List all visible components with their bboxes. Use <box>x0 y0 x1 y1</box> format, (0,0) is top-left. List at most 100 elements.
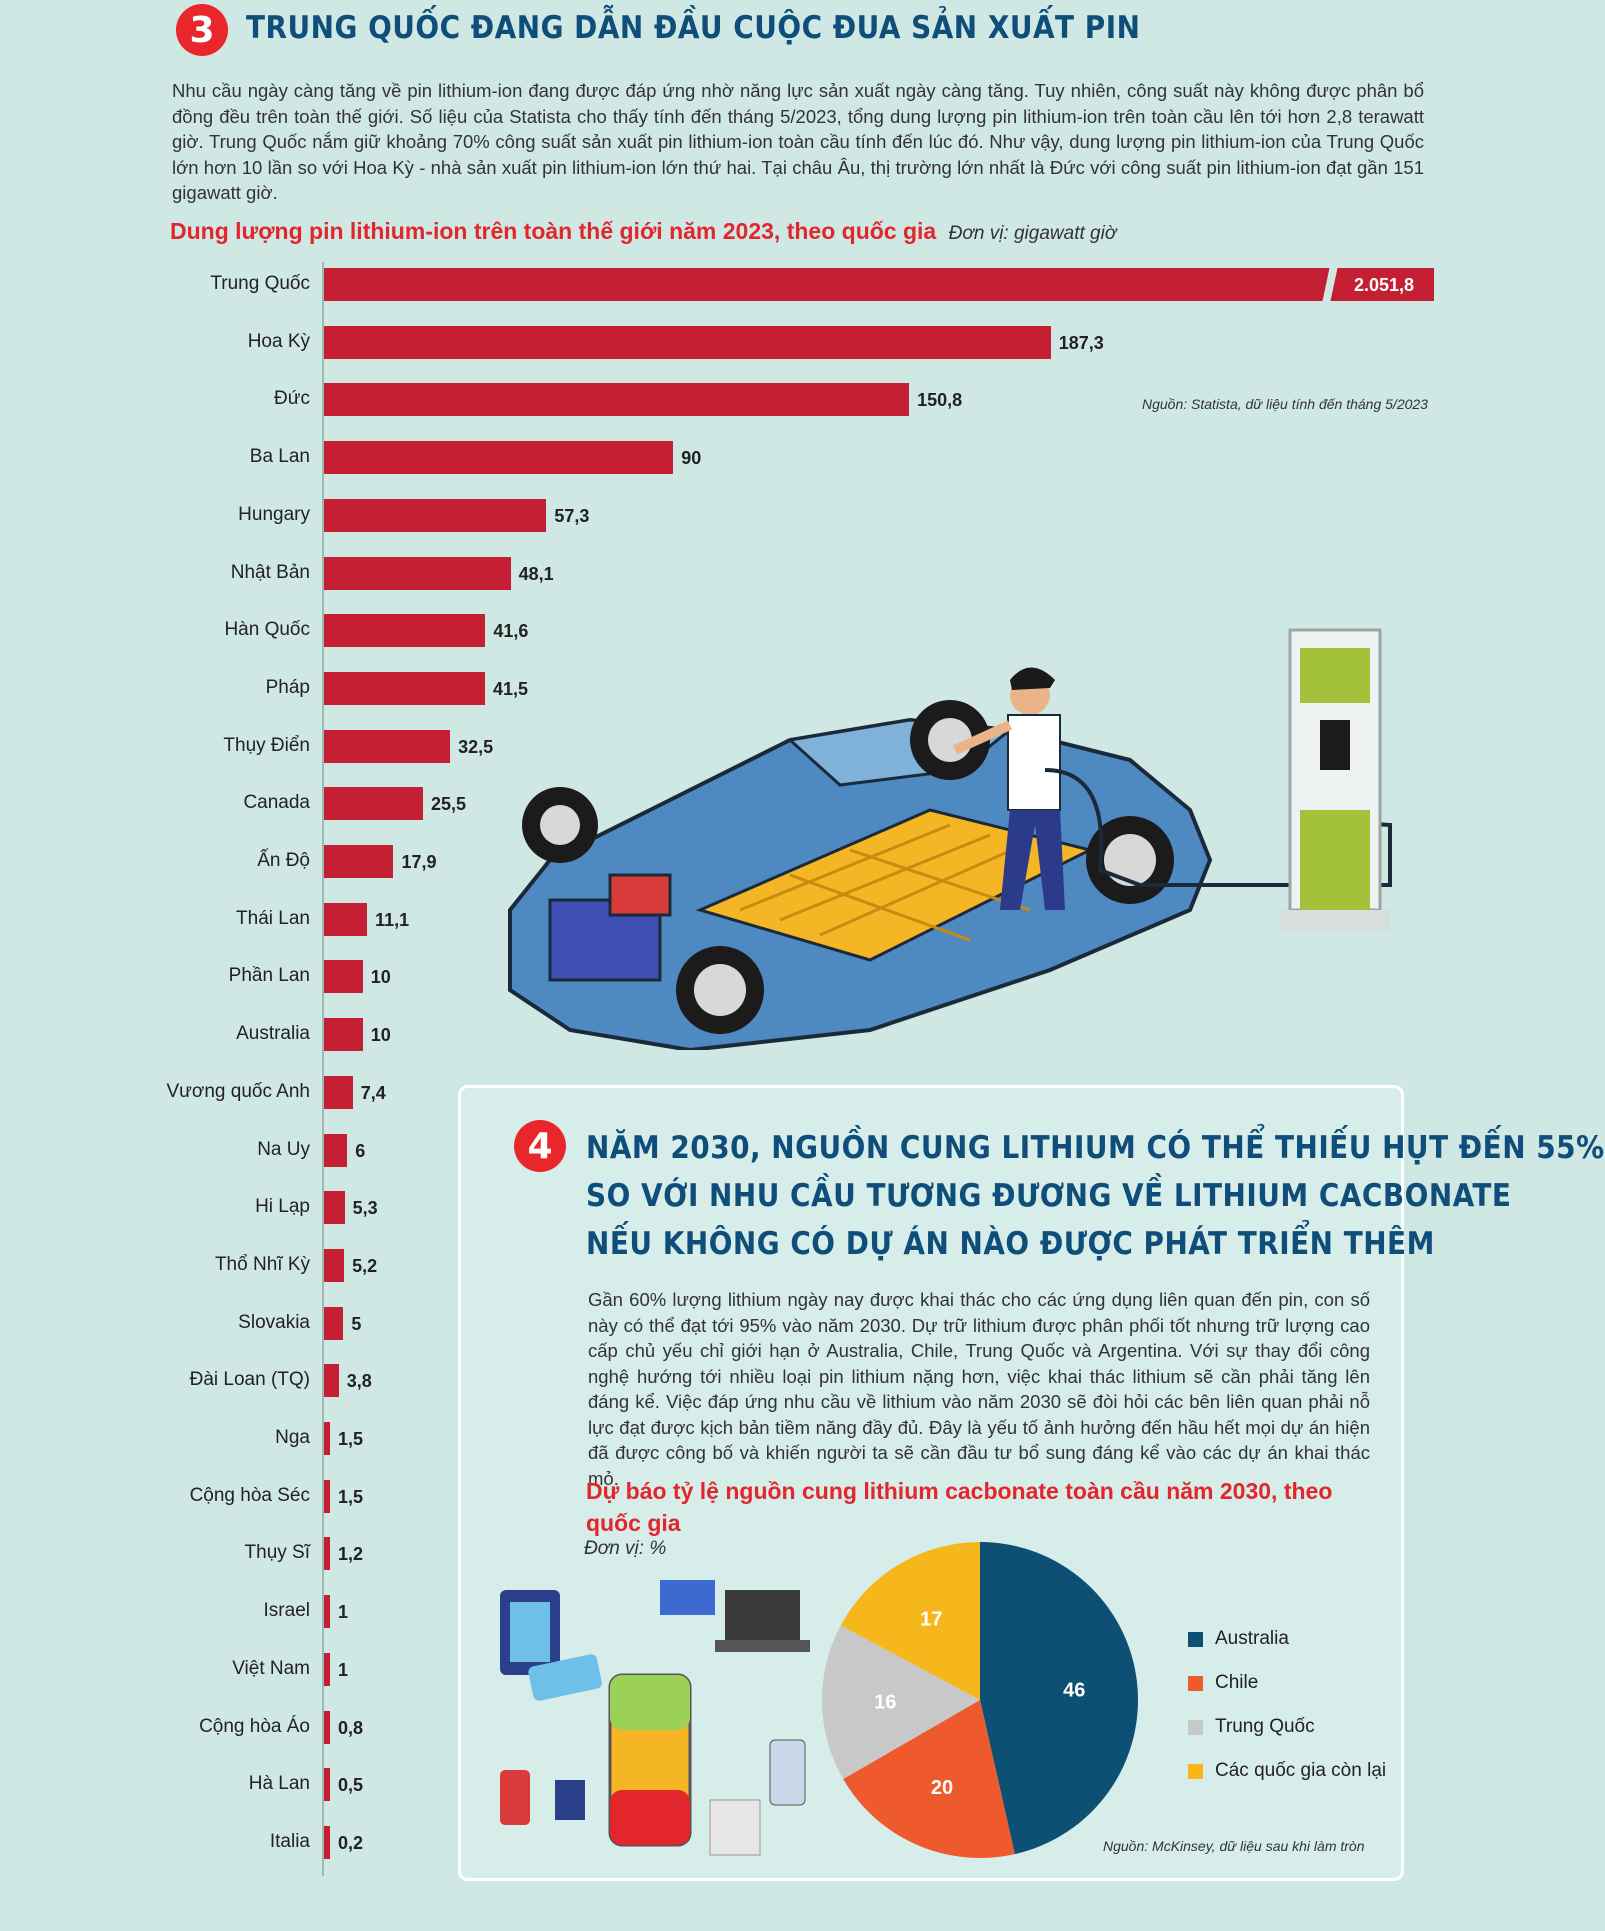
bar-value-label: 0,2 <box>338 1832 364 1853</box>
bar-category-label: Hàn Quốc <box>224 619 310 641</box>
bar <box>324 1537 330 1571</box>
bar-category-label: Đức <box>274 388 310 410</box>
legend-swatch <box>1188 1631 1203 1647</box>
bar-chart-source: Nguồn: Statista, dữ liệu tính đến tháng … <box>1142 396 1428 412</box>
bar <box>324 1768 330 1802</box>
bar-category-label: Canada <box>243 792 310 814</box>
bar-category-label: Nhật Bản <box>230 561 310 583</box>
charging-station-icon <box>1280 628 1390 930</box>
legend-label: Các quốc gia còn lại <box>1215 1760 1387 1781</box>
bar-category-label: Na Uy <box>257 1138 310 1160</box>
bar <box>324 1595 330 1629</box>
bar-category-label: Ấn Độ <box>257 850 310 871</box>
wheel-front-left <box>676 946 764 1034</box>
bar-value-label: 90 <box>681 448 702 469</box>
bar-category-label: Vương quốc Anh <box>166 1080 310 1102</box>
bar-value-label: 5,2 <box>352 1255 378 1276</box>
pie-slice <box>840 1542 980 1700</box>
pie-slice <box>822 1625 980 1779</box>
bar <box>324 902 368 936</box>
pie-chart: 46 20 16 17 <box>822 1542 1138 1858</box>
bar-category-label: Nga <box>275 1427 310 1448</box>
bar-value-label: 187,3 <box>1058 332 1104 353</box>
bar <box>324 1364 339 1398</box>
section-3-title: TRUNG QUỐC ĐANG DẪN ĐẦU CUỘC ĐUA SẢN XUẤ… <box>246 10 1141 46</box>
legend-item: Trung Quốc <box>1188 1716 1386 1738</box>
bar-value-label: 10 <box>370 1025 391 1046</box>
bar <box>324 787 423 821</box>
pie-slice <box>843 1700 1015 1858</box>
legend-item: Australia <box>1188 1628 1386 1650</box>
section-4-title-line-1: NĂM 2030, NGUỒN CUNG LITHIUM CÓ THỂ THIẾ… <box>586 1130 1605 1166</box>
bar-value-label: 17,9 <box>401 852 437 872</box>
ev-charging-illustration <box>508 628 1392 1050</box>
bar-value-label: 32,5 <box>458 736 494 757</box>
bar-value-label: 3,8 <box>346 1371 372 1392</box>
bar <box>324 1306 344 1340</box>
bar <box>324 1825 330 1859</box>
bar-value-label: 25,5 <box>430 794 466 815</box>
bar <box>324 1191 345 1225</box>
bar-category-label: Hi Lạp <box>255 1196 310 1218</box>
bar-value-label: 10 <box>370 967 391 988</box>
legend-item: Chile <box>1188 1672 1386 1694</box>
bar-value-label: 1,5 <box>338 1429 364 1449</box>
legend-label: Australia <box>1215 1628 1289 1649</box>
bar <box>324 845 394 878</box>
bar-value-label: 48,1 <box>518 563 554 584</box>
legend-swatch <box>1188 1763 1203 1779</box>
bar-value-label: 0,5 <box>338 1775 364 1796</box>
bar <box>324 1652 330 1686</box>
wheel-rear-left <box>1086 816 1174 904</box>
bar-category-label: Italia <box>269 1830 310 1852</box>
bar-value-label: 41,5 <box>493 678 529 699</box>
bar <box>324 556 511 590</box>
bar <box>324 614 486 648</box>
bar-value-label: 11,1 <box>375 909 410 930</box>
legend-item: Các quốc gia còn lại <box>1188 1760 1386 1782</box>
section-4-title-line-2: SO VỚI NHU CẦU TƯƠNG ĐƯƠNG VỀ LITHIUM CA… <box>586 1178 1512 1214</box>
bar-category-label: Thụy Điển <box>223 734 310 756</box>
battery-devices-illustration <box>500 1580 810 1856</box>
bar <box>324 960 363 994</box>
bar-value-label: 1,2 <box>338 1544 364 1565</box>
legend-swatch <box>1188 1675 1203 1691</box>
bar-category-label: Hoa Kỳ <box>247 330 310 352</box>
bar-chart-unit: Đơn vị: gigawatt giờ <box>948 223 1117 244</box>
section-3-badge: 3 <box>176 4 228 56</box>
section-3-number: 3 <box>189 9 215 51</box>
bar-value-label: 6 <box>355 1140 366 1161</box>
section-4-paragraph: Gần 60% lượng lithium ngày nay được khai… <box>588 1289 1370 1489</box>
section-4-number: 4 <box>527 1125 553 1167</box>
pie-chart-source: Nguồn: McKinsey, dữ liệu sau khi làm trò… <box>1103 1838 1365 1854</box>
bar <box>324 1422 330 1455</box>
bar <box>324 383 910 417</box>
bar <box>324 1133 348 1167</box>
bar-value-label: 1 <box>338 1602 349 1623</box>
pie-slice-label: 16 <box>874 1692 896 1714</box>
section-4-badge: 4 <box>514 1120 566 1172</box>
bar-chart-title-row: Dung lượng pin lithium-ion trên toàn thế… <box>170 218 1116 245</box>
bar <box>324 268 1434 301</box>
pie-chart-unit: Đơn vị: % <box>584 1538 667 1559</box>
legend-swatch <box>1188 1719 1203 1735</box>
bar-chart-axis-line <box>322 262 324 1876</box>
legend-label: Chile <box>1215 1672 1259 1693</box>
person-figure <box>952 667 1065 910</box>
bar-category-label: Cộng hòa Áo <box>199 1715 310 1737</box>
bar-category-label: Cộng hòa Séc <box>189 1484 310 1506</box>
wheel-front-right <box>522 787 598 863</box>
bar-category-label: Hungary <box>238 503 310 525</box>
section-3-paragraph: Nhu cầu ngày càng tăng về pin lithium-io… <box>172 80 1424 203</box>
bar-category-label: Phần Lan <box>228 965 310 987</box>
bar-value-label: 150,8 <box>917 390 963 411</box>
bar-category-label: Israel <box>263 1600 310 1622</box>
bar-value-label: 5 <box>351 1313 362 1334</box>
bar <box>324 1248 345 1282</box>
bar-category-label: Pháp <box>265 676 310 698</box>
bar-value-label: 1 <box>338 1659 349 1680</box>
section-4-title: NĂM 2030, NGUỒN CUNG LITHIUM CÓ THỂ THIẾ… <box>586 1124 1605 1268</box>
bar-category-label: Trung Quốc <box>210 273 310 294</box>
bar <box>324 325 1051 359</box>
